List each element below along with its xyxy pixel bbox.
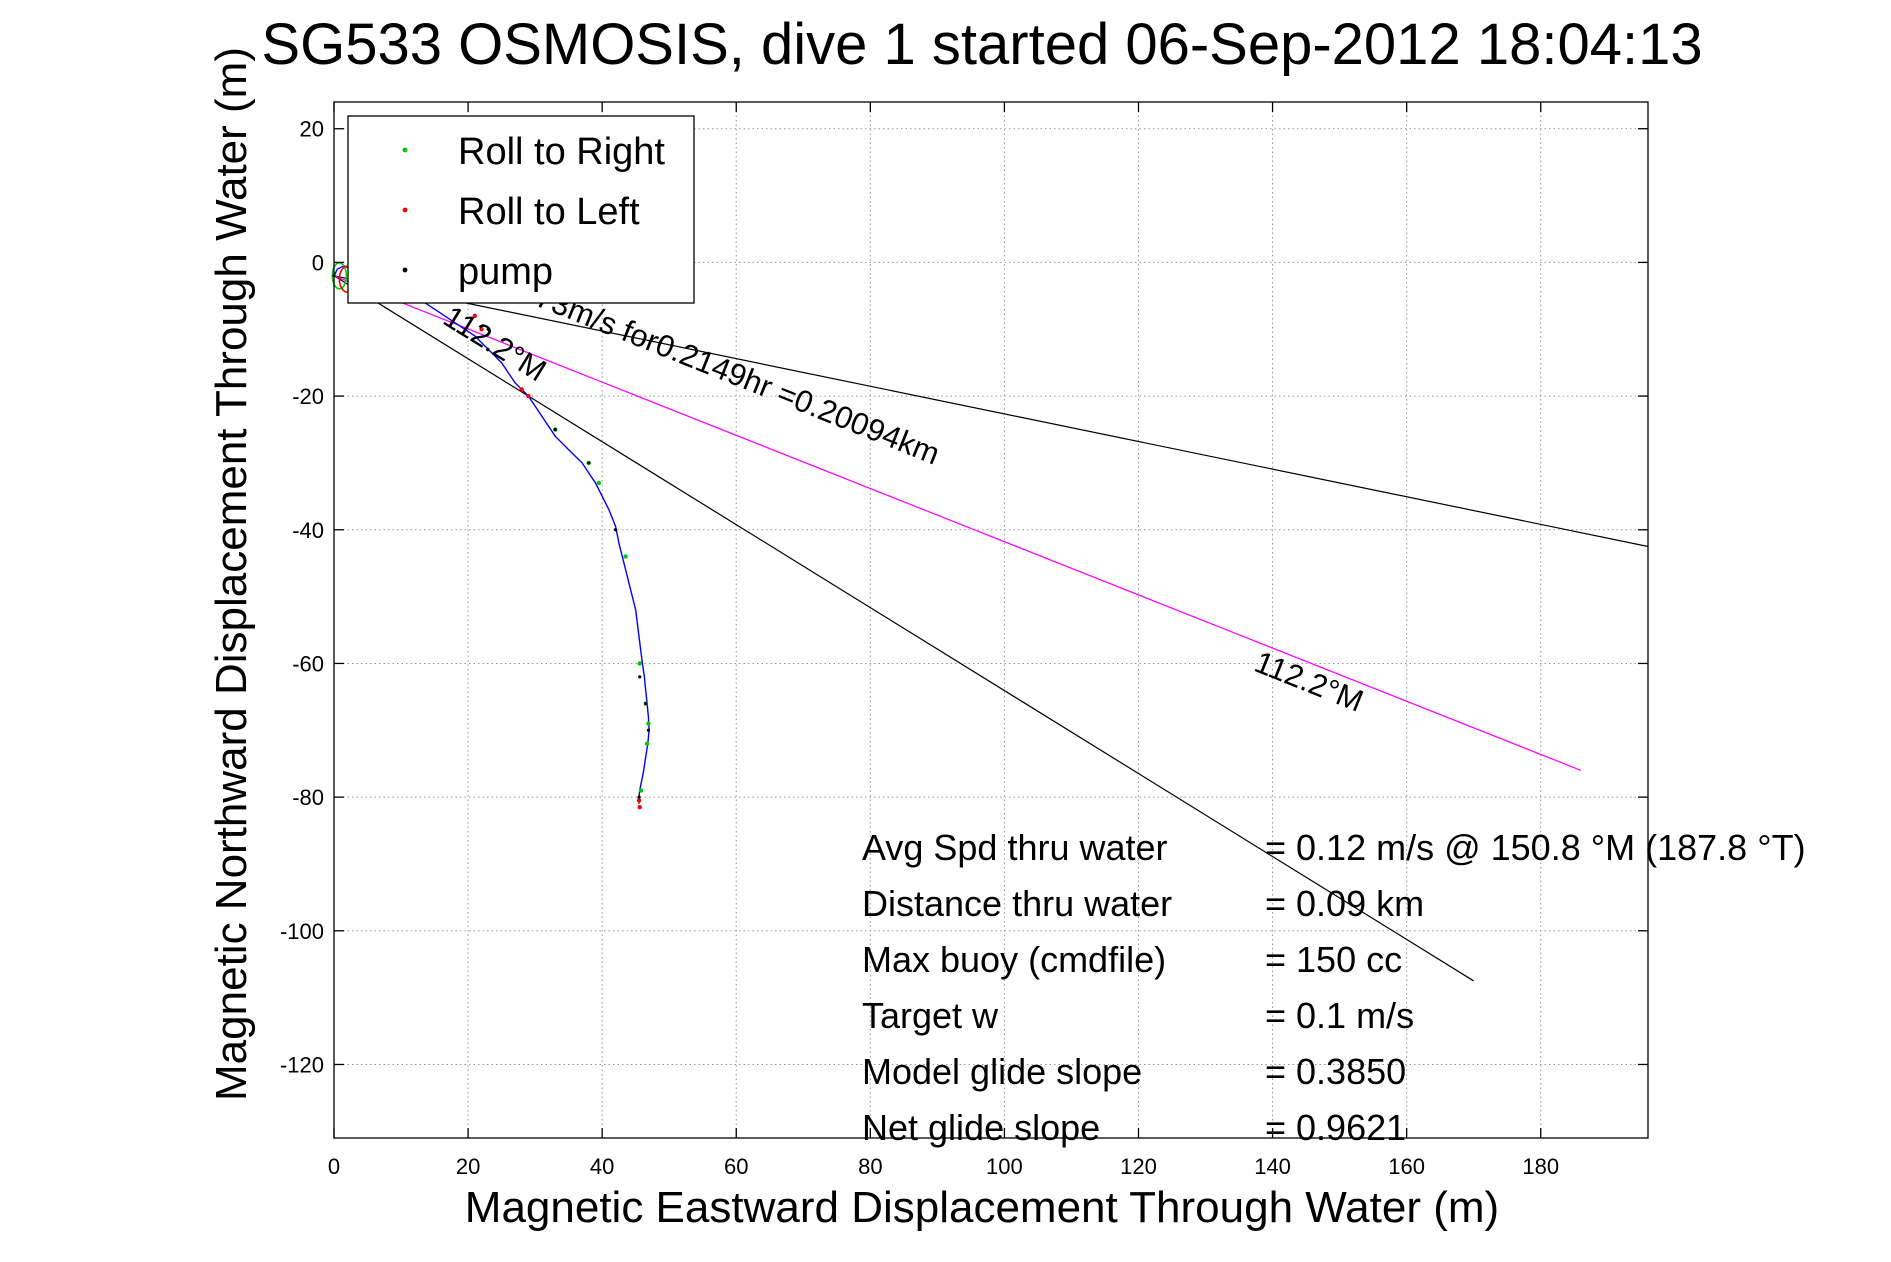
stat-label: Max buoy (cmdfile) (862, 939, 1166, 980)
x-tick-label: 60 (724, 1154, 748, 1179)
stat-value: = 0.1 m/s (1265, 995, 1414, 1036)
chart-title: SG533 OSMOSIS, dive 1 started 06-Sep-201… (261, 12, 1702, 77)
legend-marker (402, 147, 408, 153)
y-tick-label: 20 (300, 117, 324, 142)
pump-marker (646, 728, 651, 732)
legend: Roll to Right Roll to Left pump (347, 115, 695, 304)
stat-label: Target w (862, 995, 999, 1036)
stat-label: Model glide slope (862, 1051, 1142, 1092)
x-tick-label: 100 (986, 1154, 1023, 1179)
legend-marker (402, 267, 408, 273)
stat-value: = 0.3850 (1265, 1051, 1406, 1092)
roll-and-pump-markers (332, 274, 651, 810)
roll-left-marker (479, 327, 484, 332)
plot-frame (333, 101, 1649, 1139)
bearing-lines (333, 275, 1649, 982)
roll-left-marker (519, 387, 524, 392)
bearing-line (333, 275, 1649, 548)
x-axis-label: Magnetic Eastward Displacement Through W… (465, 1183, 1499, 1232)
legend-label: Roll to Right (458, 131, 665, 173)
y-tick-label: -40 (292, 518, 324, 543)
x-tick-label: 80 (858, 1154, 882, 1179)
stats-block: Avg Spd thru water = 0.12 m/s @ 150.8 °M … (862, 827, 1806, 1148)
y-axis-ticks: 20 0 -20 -40 -60 -80 -100 -120 (280, 117, 1648, 1077)
pump-marker (638, 675, 642, 679)
stat-value: = 0.12 m/s @ 150.8 °M (187.8 °T) (1265, 827, 1806, 868)
stat-value: = 150 cc (1265, 939, 1402, 980)
roll-right-marker (646, 721, 651, 726)
roll-right-marker (596, 480, 602, 486)
roll-right-marker (623, 554, 628, 559)
bearing-line (333, 275, 1475, 982)
roll-left-marker (526, 393, 531, 399)
pump-marker (613, 528, 618, 532)
stat-label: Distance thru water (862, 883, 1172, 924)
roll-left-marker (636, 798, 642, 803)
dive-track-line (333, 265, 650, 804)
stat-value: = 0.9621 (1265, 1107, 1406, 1148)
x-tick-label: 0 (328, 1154, 340, 1179)
y-axis-label: Magnetic Northward Displacement Through … (207, 47, 256, 1101)
roll-right-marker (644, 741, 650, 746)
stat-value: = 0.09 km (1265, 883, 1424, 924)
x-tick-label: 160 (1388, 1154, 1425, 1179)
pump-marker (637, 795, 641, 799)
y-tick-label: -60 (292, 651, 324, 676)
roll-left-marker (637, 804, 642, 810)
roll-right-marker (638, 788, 644, 793)
x-tick-label: 120 (1120, 1154, 1157, 1179)
pump-marker (553, 427, 557, 432)
y-tick-label: -120 (280, 1052, 324, 1077)
stat-label: Net glide slope (862, 1107, 1100, 1148)
x-tick-label: 140 (1254, 1154, 1291, 1179)
y-tick-label: -80 (292, 785, 324, 810)
bearing-line (333, 275, 1582, 771)
y-tick-label: -20 (292, 384, 324, 409)
roll-left-marker (472, 313, 477, 319)
legend-label: Roll to Left (458, 191, 640, 233)
roll-right-marker (637, 661, 642, 666)
x-tick-label: 40 (590, 1154, 614, 1179)
stat-label: Avg Spd thru water (862, 827, 1168, 868)
pump-marker (486, 327, 490, 331)
y-tick-label: 0 (312, 250, 324, 275)
legend-label: pump (458, 251, 553, 293)
x-tick-label: 20 (456, 1154, 480, 1179)
pump-marker (587, 461, 591, 465)
x-axis-ticks: 0 20 40 60 80 100 120 140 160 180 (328, 102, 1559, 1179)
y-tick-label: -100 (280, 919, 324, 944)
legend-marker (402, 207, 408, 213)
x-tick-label: 180 (1522, 1154, 1559, 1179)
pump-marker (644, 701, 648, 706)
